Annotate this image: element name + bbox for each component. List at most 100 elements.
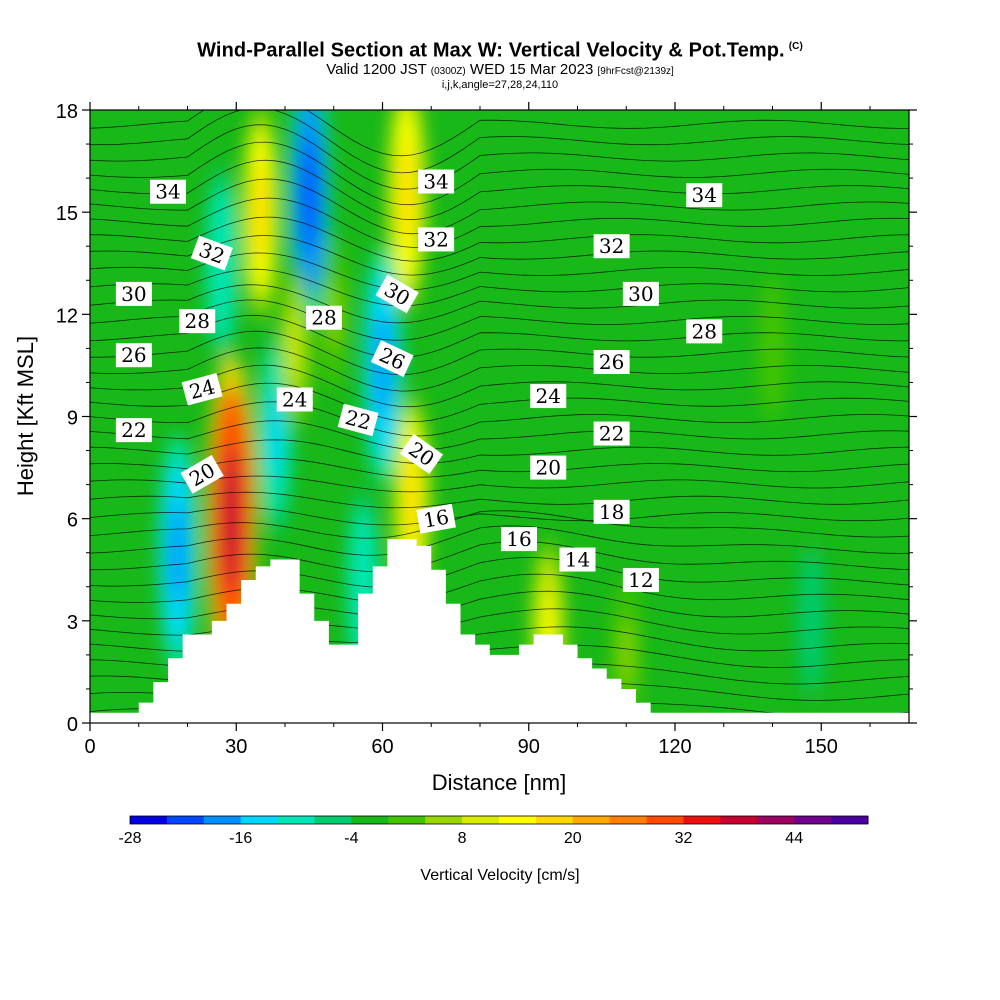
isotherm-line <box>90 475 909 493</box>
valid-time-line: Valid 1200 JST (0300Z) WED 15 Mar 2023 [… <box>0 62 1000 79</box>
isotherm-label: 32 <box>593 234 630 259</box>
x-axis-label: Distance [nm] <box>432 770 567 795</box>
isotherm-label-text: 16 <box>506 527 531 551</box>
isotherm-label: 28 <box>179 309 216 334</box>
isotherm-line <box>90 197 909 248</box>
colorbar-tick-label: 20 <box>564 830 582 847</box>
isotherm-line <box>90 216 909 262</box>
colorbar-swatch <box>646 816 684 824</box>
y-tick-label: 6 <box>67 510 78 532</box>
colorbar-tick-label: 44 <box>785 830 803 847</box>
vv-feature-core <box>301 138 318 253</box>
x-tick-label: 60 <box>371 736 393 758</box>
isotherm-line <box>90 439 909 464</box>
isotherm-label-text: 28 <box>311 306 336 330</box>
isotherm-label-box <box>501 527 537 552</box>
vv-feature-core <box>805 581 818 660</box>
valid-label: Valid 1200 JST <box>326 60 427 78</box>
isotherm-label-box <box>306 305 342 330</box>
isotherm-label-text: 24 <box>282 387 307 411</box>
isotherm-label-text: 30 <box>121 282 146 306</box>
isotherm-label-text: 34 <box>692 183 717 207</box>
y-tick-label: 12 <box>56 305 78 327</box>
isotherm-label-box <box>115 281 152 306</box>
y-tick-label: 15 <box>56 203 78 225</box>
x-tick-label: 90 <box>518 736 540 758</box>
colorbar-swatch <box>757 816 795 824</box>
isotherm-label: 14 <box>559 547 596 572</box>
vv-feature-core <box>169 500 186 606</box>
isotherm-line <box>90 364 909 408</box>
isotherm-label-box <box>179 309 216 334</box>
isotherm-label-box <box>180 455 224 494</box>
isotherm-label: 32 <box>418 227 455 252</box>
y-tick-label: 0 <box>67 714 78 736</box>
isotherm-line <box>90 491 909 509</box>
isotherm-label-box <box>686 183 723 208</box>
isotherm-label: 24 <box>276 387 313 412</box>
isotherm-line <box>90 507 909 526</box>
isotherm-label-box <box>530 384 567 409</box>
isotherm-label-box <box>115 418 152 443</box>
isotherm-label-box <box>276 387 313 412</box>
colorbar-swatch <box>462 816 500 824</box>
isotherm-label-box <box>530 455 567 480</box>
isotherm-label: 28 <box>686 319 723 344</box>
colorbar-swatch <box>831 816 869 824</box>
isotherm-label: 22 <box>115 418 152 443</box>
isotherm-line <box>90 284 909 324</box>
colorbar-tick-label: -16 <box>229 830 252 847</box>
isotherm-label: 26 <box>593 350 630 375</box>
isotherm-label: 24 <box>530 384 567 409</box>
colorbar-swatch <box>535 816 574 824</box>
colorbar-swatch <box>720 816 758 824</box>
isotherm-line <box>90 510 909 539</box>
colorbar-swatch <box>314 816 352 824</box>
colorbar-swatch <box>203 816 242 824</box>
colorbar-swatch <box>499 816 537 824</box>
isotherm-line <box>90 159 909 221</box>
isotherm-label-text: 18 <box>599 500 624 524</box>
y-tick-label: 9 <box>67 408 78 430</box>
isotherm-label-text: 26 <box>599 350 624 374</box>
isotherm-label-text: 14 <box>565 548 590 572</box>
isotherm-label-text: 34 <box>423 170 448 194</box>
valid-utc: (0300Z) <box>430 65 466 77</box>
copyright-mark: (C) <box>788 41 803 52</box>
isotherm-label: 30 <box>622 281 659 306</box>
vv-feature-core <box>620 620 633 690</box>
isotherm-label-text: 16 <box>422 505 451 533</box>
x-tick-label: 30 <box>225 736 247 758</box>
isotherm-label-box <box>418 227 455 252</box>
isotherm-label: 26 <box>115 343 152 368</box>
colorbar-swatch <box>351 816 389 824</box>
isotherm-label-text: 32 <box>599 234 624 258</box>
isotherm-label-text: 30 <box>628 282 653 306</box>
isotherm-label-box <box>416 503 456 534</box>
colorbar-swatch <box>683 816 721 824</box>
isotherm-label-box <box>399 433 444 475</box>
colorbar-swatch <box>609 816 648 824</box>
isotherm-label-text: 26 <box>121 343 146 367</box>
terrain-mask <box>90 539 909 723</box>
isotherm-line <box>90 573 909 603</box>
isotherm-label-box <box>622 567 659 592</box>
y-axis-label: Height [Kft MSL] <box>13 336 38 496</box>
isotherm-label: 34 <box>686 183 723 208</box>
isotherm-label: 20 <box>530 455 567 480</box>
y-tick-label: 3 <box>67 612 78 634</box>
vv-feature-core <box>399 144 415 246</box>
isotherm-line <box>90 178 909 235</box>
isotherm-line <box>90 525 909 556</box>
isotherm-label: 16 <box>416 503 456 534</box>
isotherm-line <box>90 268 909 307</box>
vv-feature-core <box>288 309 302 388</box>
isotherm-label: 30 <box>115 281 152 306</box>
isotherm-label-box <box>418 169 455 194</box>
chart-title-line: Wind-Parallel Section at Max W: Vertical… <box>0 36 1000 62</box>
colorbar-swatch <box>794 816 832 824</box>
isotherm-line <box>90 110 909 157</box>
isotherm-label: 24 <box>181 373 223 406</box>
colorbar-label: Vertical Velocity [cm/s] <box>420 867 579 884</box>
